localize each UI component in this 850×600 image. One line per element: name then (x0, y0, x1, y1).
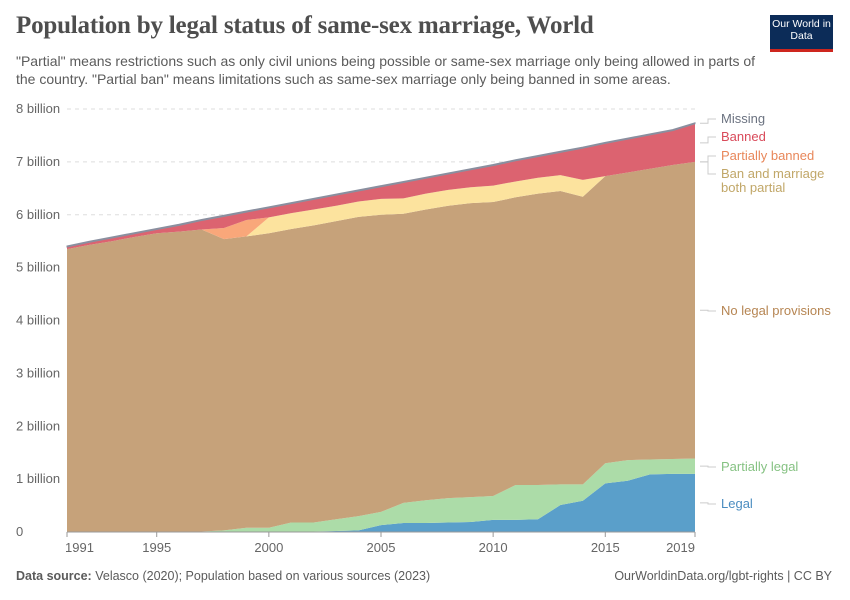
legend-connector (700, 309, 716, 312)
legend-connector (700, 465, 716, 468)
legend-connector (700, 118, 716, 124)
legend-label-legal: Legal (721, 496, 753, 511)
license-link[interactable]: OurWorldinData.org/lgbt-rights | CC BY (614, 569, 832, 583)
x-tick-label: 1991 (65, 540, 94, 555)
area-no-legal-provisions (67, 161, 695, 532)
y-tick-label: 0 (16, 524, 23, 539)
y-tick-label: 1 billion (16, 471, 60, 486)
x-tick-label: 1995 (142, 540, 171, 555)
y-tick-label: 6 billion (16, 207, 60, 222)
y-tick-label: 2 billion (16, 418, 60, 433)
legend-connector (700, 161, 716, 175)
legend-label-banned: Banned (721, 129, 766, 144)
area-partially-legal (67, 458, 695, 532)
legend-connector (700, 502, 716, 505)
data-source: Data source: Velasco (2020); Population … (16, 569, 430, 583)
legend-label-no-legal-provisions: No legal provisions (721, 303, 831, 318)
source-text: Velasco (2020); Population based on vari… (95, 569, 431, 583)
y-tick-label: 5 billion (16, 260, 60, 275)
area-banned (67, 123, 695, 250)
chart-title: Population by legal status of same-sex m… (16, 12, 594, 39)
y-tick-label: 7 billion (16, 154, 60, 169)
source-label: Data source: (16, 569, 92, 583)
legend-connector (700, 155, 716, 163)
x-tick-label: 2019 (666, 540, 695, 555)
area-ban-and-marriage-both-partial (67, 161, 695, 250)
y-tick-label: 8 billion (16, 101, 60, 116)
chart-subtitle: "Partial" means restrictions such as onl… (16, 53, 756, 87)
legend-connector (700, 136, 716, 144)
x-tick-label: 2010 (479, 540, 508, 555)
y-tick-label: 3 billion (16, 365, 60, 380)
legend-label-ban-and-marriage-both-partial: Ban and marriage both partial (721, 166, 824, 195)
legend-label-missing: Missing (721, 111, 765, 126)
x-tick-label: 2000 (254, 540, 283, 555)
x-tick-label: 2015 (591, 540, 620, 555)
owid-logo[interactable]: Our World in Data (770, 15, 833, 52)
y-tick-label: 4 billion (16, 313, 60, 328)
area-legal (67, 473, 695, 532)
legend-label-partially-banned: Partially banned (721, 148, 814, 163)
legend-label-partially-legal: Partially legal (721, 459, 798, 474)
x-tick-label: 2005 (367, 540, 396, 555)
area-missing (66, 122, 696, 248)
